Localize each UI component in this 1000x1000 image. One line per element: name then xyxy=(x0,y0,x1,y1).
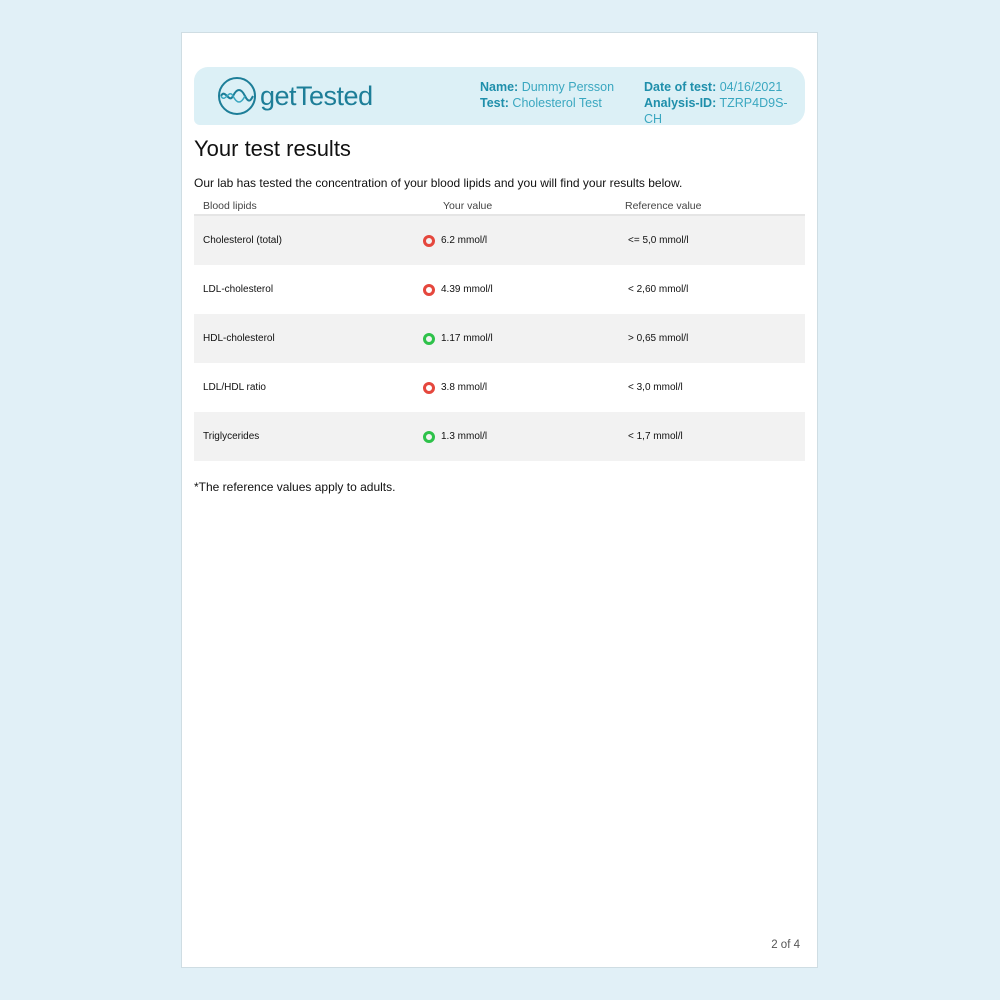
table-row: LDL/HDL ratio 3.8 mmol/l < 3,0 mmol/l xyxy=(194,363,805,412)
lipid-value: 4.39 mmol/l xyxy=(441,284,493,295)
lipid-name: Cholesterol (total) xyxy=(203,235,282,246)
patient-name: Dummy Persson xyxy=(521,80,615,94)
column-header-lipids: Blood lipids xyxy=(203,200,257,212)
lipid-name: Triglycerides xyxy=(203,431,260,442)
table-row: Cholesterol (total) 6.2 mmol/l <= 5,0 mm… xyxy=(194,216,805,265)
status-high-icon xyxy=(423,382,435,394)
column-header-reference: Reference value xyxy=(625,200,702,212)
analysis-label: Analysis-ID: xyxy=(644,96,717,110)
lipid-value: 1.17 mmol/l xyxy=(441,333,493,344)
status-normal-icon xyxy=(423,431,435,443)
page-number: 2 of 4 xyxy=(771,939,800,951)
logo-text: getTested xyxy=(260,80,373,111)
dna-logo-icon xyxy=(218,77,256,115)
column-header-value: Your value xyxy=(443,200,493,212)
intro-text: Our lab has tested the concentration of … xyxy=(194,176,683,190)
report-header: getTested Name: Dummy Persson Test: Chol… xyxy=(194,67,805,127)
status-normal-icon xyxy=(423,333,435,345)
test-info: Date of test: 04/16/2021 Analysis-ID: TZ… xyxy=(644,79,805,127)
lipid-name: HDL-cholesterol xyxy=(203,333,275,344)
table-row: LDL-cholesterol 4.39 mmol/l < 2,60 mmol/… xyxy=(194,265,805,314)
reference-value: < 3,0 mmol/l xyxy=(628,382,683,393)
test-date: 04/16/2021 xyxy=(719,80,783,94)
status-high-icon xyxy=(423,284,435,296)
test-label: Test: xyxy=(480,96,509,110)
table-row: Triglycerides 1.3 mmol/l < 1,7 mmol/l xyxy=(194,412,805,461)
patient-info: Name: Dummy Persson Test: Cholesterol Te… xyxy=(480,79,614,111)
name-label: Name: xyxy=(480,80,519,94)
status-high-icon xyxy=(423,235,435,247)
reference-value: <= 5,0 mmol/l xyxy=(628,235,689,246)
logo: getTested xyxy=(216,75,373,117)
reference-value: < 1,7 mmol/l xyxy=(628,431,683,442)
lipid-name: LDL-cholesterol xyxy=(203,284,274,295)
lipid-value: 1.3 mmol/l xyxy=(441,431,488,442)
test-name: Cholesterol Test xyxy=(512,96,602,110)
date-label: Date of test: xyxy=(644,80,717,94)
document-page: getTested Name: Dummy Persson Test: Chol… xyxy=(181,32,818,968)
page-title: Your test results xyxy=(194,136,351,161)
header-divider xyxy=(194,214,805,216)
lipid-value: 6.2 mmol/l xyxy=(441,235,488,246)
analysis-id: TZRP4D9S-CH xyxy=(644,96,788,126)
lipid-name: LDL/HDL ratio xyxy=(203,382,266,393)
reference-value: > 0,65 mmol/l xyxy=(628,333,689,344)
lipid-value: 3.8 mmol/l xyxy=(441,382,488,393)
table-row: HDL-cholesterol 1.17 mmol/l > 0,65 mmol/… xyxy=(194,314,805,363)
reference-value: < 2,60 mmol/l xyxy=(628,284,689,295)
footnote: *The reference values apply to adults. xyxy=(194,480,396,494)
